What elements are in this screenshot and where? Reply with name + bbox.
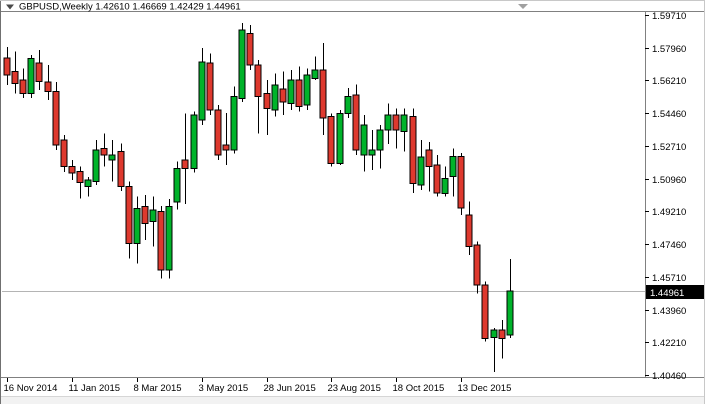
time-tick-label: 16 Nov 2014 [4,383,58,394]
candle-down [117,151,125,188]
candle-up [417,156,425,186]
candle-down [206,62,214,111]
candle-down [44,81,52,93]
candle-up [84,179,92,188]
candle-down [457,156,465,209]
price-tick-label: 1.57960 [652,44,686,55]
candle-down [327,116,335,164]
price-tick-label: 1.59710 [652,11,686,22]
candle-down [465,214,473,248]
candle-down [295,79,303,108]
price-tick-label: 1.56210 [652,76,686,87]
price-tick-label: 1.43960 [652,306,686,317]
candle-down [141,206,149,224]
current-price-value: 1.44961 [650,288,684,299]
candle-up [230,96,238,151]
candle-up [271,84,279,111]
time-tick-label: 23 Aug 2015 [328,383,381,394]
candle-up [400,114,408,133]
chart-shift-marker-icon[interactable] [518,4,528,9]
candle-down [352,94,360,151]
symbol-ohlc-readout: GBPUSD,Weekly 1.42610 1.46669 1.42429 1.… [19,2,241,13]
time-tick-label: 28 Jun 2015 [264,383,316,394]
candle-down [214,109,222,156]
candle-up [287,79,295,104]
time-tick-label: 8 Mar 2015 [134,383,182,394]
price-tick-label: 1.45710 [652,273,686,284]
candlestick-series [3,23,514,372]
candle-up [368,149,376,156]
candle-down [19,79,27,94]
candle-down [3,57,11,76]
candle-up [344,96,352,114]
time-tick-label: 18 Oct 2015 [393,383,445,394]
chart-title-group: GBPUSD,Weekly 1.42610 1.46669 1.42429 1.… [6,2,241,13]
window-bottom-strip [0,396,705,404]
price-tick-label: 1.50960 [652,175,686,186]
price-tick-label: 1.52710 [652,142,686,153]
chart-frame [1,11,704,378]
candle-up [173,167,181,203]
candle-down [263,92,271,109]
candle-up [303,74,311,106]
candle-down [76,171,84,184]
candle-down [100,147,108,156]
candle-down [433,164,441,194]
candle-down [392,114,400,131]
time-tick-label: 3 May 2015 [199,383,249,394]
candle-down [425,149,433,168]
candle-down [254,64,262,98]
candle-down [181,159,189,169]
candle-down [481,284,489,339]
candle-down [498,329,506,339]
candle-up [165,206,173,271]
candle-up [149,209,157,223]
candle-up [506,290,514,336]
candle-up [108,154,116,161]
price-tick-label: 1.47460 [652,240,686,251]
candle-up [384,114,392,131]
candle-down [319,69,327,119]
collapse-triangle-icon[interactable] [6,4,14,10]
candle-down [157,211,165,271]
price-tick-label: 1.49210 [652,207,686,218]
candle-up [360,124,368,156]
candle-up [490,329,498,339]
price-tick-label: 1.54460 [652,109,686,120]
candle-up [198,61,206,121]
time-tick-label: 11 Jan 2015 [69,383,121,394]
price-tick-label: 1.40460 [652,371,686,382]
price-axis[interactable]: 1.59710 1.57960 1.56210 1.54460 1.52710 1.509… [645,11,686,382]
candle-up [449,156,457,178]
candle-down [222,144,230,151]
candle-up [27,57,35,94]
candle-down [68,166,76,174]
candle-down [473,244,481,286]
candle-up [311,69,319,79]
current-price-box: 1.44961 [646,285,704,299]
candle-down [60,139,68,168]
candle-up [92,149,100,183]
candle-up [190,114,198,169]
time-tick-label: 13 Dec 2015 [458,383,512,394]
candle-up [336,112,344,164]
candle-up [133,207,141,244]
candle-down [11,71,19,84]
candle-down [246,32,254,66]
candle-up [376,129,384,151]
candle-down [52,91,60,146]
candle-up [238,29,246,99]
candle-down [409,116,417,184]
candle-down [279,88,287,103]
time-axis[interactable]: 16 Nov 2014 11 Jan 2015 8 Mar 2015 3 May 20… [4,378,512,394]
price-tick-label: 1.42210 [652,338,686,349]
candle-up [441,177,449,194]
candle-down [35,62,43,83]
candle-down [125,186,133,244]
